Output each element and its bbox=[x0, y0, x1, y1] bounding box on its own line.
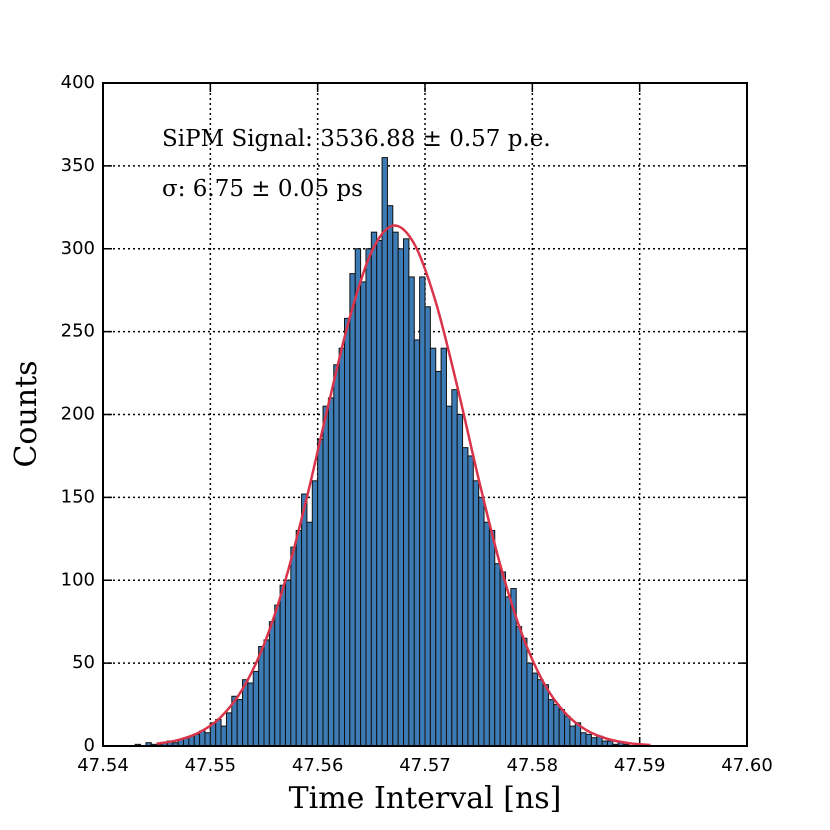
y-tick-label: 400 bbox=[61, 72, 95, 93]
annotation: σ: 6.75 ± 0.05 ps bbox=[162, 176, 363, 202]
bar bbox=[220, 725, 227, 747]
x-tick-label: 47.56 bbox=[292, 755, 344, 776]
bar bbox=[344, 317, 351, 747]
bar bbox=[569, 725, 576, 747]
bar bbox=[462, 447, 469, 747]
fit-curve bbox=[156, 224, 651, 747]
y-axis-label: Counts bbox=[9, 360, 44, 467]
x-axis-label: Time Interval [ns] bbox=[289, 781, 562, 816]
bar bbox=[505, 596, 512, 747]
y-tick-label: 350 bbox=[61, 155, 95, 176]
bar bbox=[311, 480, 319, 747]
bar bbox=[419, 276, 426, 747]
bar bbox=[365, 248, 372, 747]
bar bbox=[258, 646, 265, 747]
bar bbox=[515, 626, 523, 747]
x-tick-label: 47.57 bbox=[399, 755, 451, 776]
bar bbox=[284, 579, 292, 747]
y-tick-label: 250 bbox=[61, 321, 95, 342]
x-tick-label: 47.59 bbox=[614, 755, 666, 776]
bar bbox=[521, 637, 528, 747]
bar bbox=[537, 679, 544, 747]
y-tick-label: 0 bbox=[84, 735, 95, 756]
bar bbox=[526, 662, 533, 747]
bar bbox=[499, 571, 506, 747]
bar bbox=[274, 604, 281, 747]
x-tick-label: 47.58 bbox=[507, 755, 559, 776]
bar bbox=[301, 493, 308, 747]
y-tick-label: 200 bbox=[61, 404, 95, 425]
bar bbox=[279, 584, 286, 747]
bar bbox=[553, 704, 560, 747]
bar bbox=[290, 546, 297, 747]
bar bbox=[580, 732, 587, 747]
bar bbox=[376, 239, 383, 747]
bar bbox=[531, 672, 539, 747]
x-tick-label: 47.55 bbox=[185, 755, 237, 776]
bar bbox=[558, 709, 566, 747]
bar bbox=[451, 389, 458, 747]
y-tick-label: 50 bbox=[72, 652, 95, 673]
bar bbox=[225, 712, 233, 747]
x-tick-label: 47.54 bbox=[77, 755, 129, 776]
bar bbox=[478, 496, 485, 747]
bar bbox=[467, 455, 474, 747]
bar bbox=[193, 733, 201, 747]
bar bbox=[424, 306, 431, 747]
y-tick-label: 100 bbox=[61, 569, 95, 590]
bar bbox=[408, 276, 415, 747]
bar bbox=[295, 530, 303, 747]
bar bbox=[215, 718, 222, 747]
bar bbox=[236, 699, 244, 747]
bar bbox=[333, 364, 340, 747]
bar bbox=[440, 347, 447, 747]
bar bbox=[252, 670, 260, 747]
bar bbox=[349, 273, 356, 747]
bar bbox=[435, 370, 442, 747]
bar bbox=[472, 480, 480, 747]
bar bbox=[317, 438, 324, 747]
bar bbox=[456, 414, 464, 747]
y-tick-label: 300 bbox=[61, 238, 95, 259]
bar bbox=[199, 730, 206, 747]
bar bbox=[263, 639, 270, 747]
bar bbox=[392, 231, 399, 747]
bar bbox=[370, 231, 378, 747]
bar bbox=[494, 563, 501, 747]
bar bbox=[445, 405, 453, 747]
bar bbox=[397, 248, 405, 747]
x-tick-label: 47.60 bbox=[721, 755, 773, 776]
bar bbox=[268, 621, 276, 747]
bar bbox=[403, 238, 410, 747]
bar bbox=[204, 732, 211, 747]
plot-frame bbox=[102, 82, 748, 747]
bar bbox=[386, 205, 394, 747]
bar bbox=[429, 347, 437, 747]
bar bbox=[542, 684, 549, 747]
bar bbox=[590, 737, 598, 747]
bar bbox=[483, 521, 490, 747]
annotation: SiPM Signal: 3536.88 ± 0.57 p.e. bbox=[162, 126, 551, 152]
bar bbox=[247, 682, 254, 747]
bar bbox=[547, 699, 555, 747]
bar bbox=[338, 347, 345, 747]
bar bbox=[360, 281, 367, 747]
bar bbox=[585, 733, 592, 747]
bar bbox=[564, 715, 571, 747]
bar bbox=[327, 397, 335, 747]
bar bbox=[488, 530, 496, 747]
bar bbox=[354, 248, 362, 747]
bar bbox=[322, 405, 329, 747]
bar bbox=[381, 157, 388, 747]
y-tick-label: 150 bbox=[61, 486, 95, 507]
bar bbox=[413, 339, 421, 747]
bar bbox=[306, 521, 313, 747]
